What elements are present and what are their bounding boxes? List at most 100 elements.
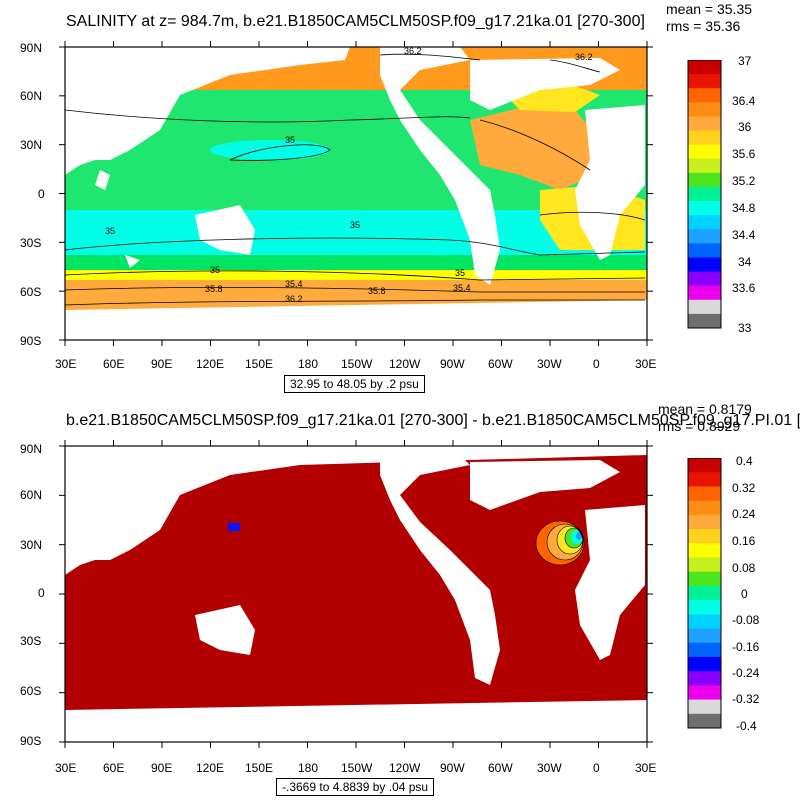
bottom-colorbar bbox=[687, 458, 722, 729]
bottom-colorbar-label: -0.32 bbox=[732, 692, 760, 706]
colorbar-swatch bbox=[688, 116, 721, 132]
contour-label: 35.8 bbox=[368, 286, 386, 296]
bottom-colorbar-label: -0.4 bbox=[736, 719, 757, 733]
africa-land bbox=[575, 505, 645, 660]
bottom-lat-label: 60N bbox=[20, 488, 43, 502]
colorbar-swatch bbox=[688, 529, 721, 544]
top-lon-label: 90E bbox=[151, 357, 173, 371]
bottom-lon-label: 90E bbox=[151, 761, 173, 775]
contour-label: 35.4 bbox=[453, 283, 471, 293]
colorbar-swatch bbox=[688, 74, 721, 89]
bottom-lat-label: 90S bbox=[20, 734, 42, 748]
contour-label: 36.2 bbox=[285, 294, 303, 304]
bottom-colorbar-label: 0.24 bbox=[732, 507, 756, 521]
top-lon-label: 120W bbox=[389, 357, 421, 371]
colorbar-swatch bbox=[688, 243, 721, 258]
africa-land bbox=[575, 105, 645, 260]
bottom-colorbar-label: 0.32 bbox=[732, 481, 756, 495]
colorbar-swatch bbox=[688, 472, 721, 487]
greenland-land bbox=[470, 460, 620, 510]
bottom-lon-label: 30E bbox=[635, 761, 657, 775]
colorbar-swatch bbox=[688, 628, 721, 644]
bottom-colorbar-label: -0.24 bbox=[732, 666, 760, 680]
top-lon-label: 150W bbox=[341, 357, 373, 371]
bottom-colorbar-label: 0.4 bbox=[736, 454, 753, 468]
colorbar-swatch bbox=[688, 271, 721, 287]
top-mean-stat: mean = 35.35 bbox=[666, 1, 753, 17]
colorbar-swatch bbox=[688, 172, 721, 188]
bottom-lon-label: 90W bbox=[440, 761, 465, 775]
top-colorbar-label: 33 bbox=[738, 321, 752, 335]
bottom-contour-range-note: -.3669 to 4.8839 by .04 psu bbox=[276, 778, 435, 796]
mediterranean-anomaly bbox=[535, 520, 585, 566]
top-lon-label: 30W bbox=[537, 357, 562, 371]
colorbar-frame bbox=[687, 458, 722, 729]
colorbar-swatch bbox=[688, 685, 721, 701]
top-lat-label: 30S bbox=[20, 236, 42, 250]
bottom-colorbar-label: 0.16 bbox=[732, 534, 756, 548]
top-lon-label: 0 bbox=[593, 357, 600, 371]
contour-label: 35.8 bbox=[205, 284, 223, 294]
north-atlantic-salty-region bbox=[470, 108, 600, 190]
colorbar-swatch bbox=[688, 458, 721, 473]
contour-label: 36.2 bbox=[404, 46, 422, 56]
colorbar-swatch bbox=[688, 158, 721, 174]
top-colorbar-label: 35.2 bbox=[732, 174, 756, 188]
top-colorbar-label: 34.4 bbox=[732, 228, 756, 242]
colorbar-swatch bbox=[688, 229, 721, 244]
colorbar-swatch bbox=[688, 671, 721, 686]
bottom-lon-label: 30E bbox=[55, 761, 77, 775]
top-lat-label: 60N bbox=[20, 89, 43, 103]
colorbar-swatch bbox=[688, 130, 721, 146]
top-colorbar-label: 36.4 bbox=[732, 94, 756, 108]
bottom-lon-label: 0 bbox=[593, 761, 600, 775]
top-lon-label: 90W bbox=[440, 357, 465, 371]
colorbar-swatch bbox=[688, 186, 721, 202]
eurasia-land bbox=[65, 446, 647, 575]
bottom-anomaly-map bbox=[59, 440, 653, 748]
contour-label: 35.4 bbox=[285, 279, 303, 289]
bottom-lon-label: 150E bbox=[245, 761, 274, 775]
colorbar-swatch bbox=[688, 600, 721, 615]
colorbar-swatch bbox=[688, 543, 721, 558]
colorbar-swatch bbox=[688, 60, 721, 75]
bottom-lon-label: 180 bbox=[298, 761, 319, 775]
bottom-colorbar-label: -0.08 bbox=[732, 613, 760, 627]
bottom-colorbar-label: -0.16 bbox=[732, 640, 760, 654]
top-lon-label: 180 bbox=[298, 357, 319, 371]
contour-label: 35 bbox=[285, 135, 295, 145]
americas-land bbox=[380, 455, 500, 685]
top-lat-label: 90N bbox=[20, 41, 43, 55]
colorbar-swatch bbox=[688, 299, 721, 315]
top-lon-label: 30E bbox=[635, 357, 657, 371]
contour-label: 35 bbox=[350, 220, 360, 230]
top-rms-stat: rms = 35.36 bbox=[666, 18, 741, 34]
pacific-fresh-lens bbox=[210, 140, 330, 160]
top-lat-label: 90S bbox=[20, 334, 42, 348]
colorbar-swatch bbox=[688, 642, 721, 658]
top-colorbar-label: 34 bbox=[738, 255, 752, 269]
top-lon-label: 120E bbox=[196, 357, 225, 371]
bottom-colorbar-label: 0 bbox=[741, 587, 748, 601]
top-colorbar-label: 35.6 bbox=[732, 147, 756, 161]
colorbar-swatch bbox=[688, 557, 721, 573]
bottom-lat-label: 60S bbox=[20, 684, 42, 698]
bottom-colorbar-label: 0.08 bbox=[732, 561, 756, 575]
colorbar-swatch bbox=[688, 713, 721, 729]
bottom-map-title: b.e21.B1850CAM5CLM50SP.f09_g17.21ka.01 [… bbox=[66, 412, 800, 429]
antarctica-land bbox=[65, 300, 647, 340]
bottom-lat-label: 30N bbox=[20, 538, 43, 552]
colorbar-swatch bbox=[688, 486, 721, 502]
top-salinity-map: 36.2 36.2 35 35 35 35 35 35.4 35.4 35.8 … bbox=[59, 41, 653, 346]
bottom-lon-label: 150W bbox=[341, 761, 373, 775]
top-lon-label: 60W bbox=[488, 357, 513, 371]
top-lon-label: 60E bbox=[103, 357, 125, 371]
colorbar-swatch bbox=[688, 614, 721, 630]
colorbar-swatch bbox=[688, 215, 721, 230]
bottom-lat-label: 0 bbox=[38, 586, 45, 600]
top-lon-label: 30E bbox=[55, 357, 77, 371]
australia-land bbox=[195, 605, 255, 655]
top-colorbar-label: 36 bbox=[738, 120, 752, 134]
contour-label: 35 bbox=[105, 226, 115, 236]
top-colorbar bbox=[687, 60, 722, 329]
